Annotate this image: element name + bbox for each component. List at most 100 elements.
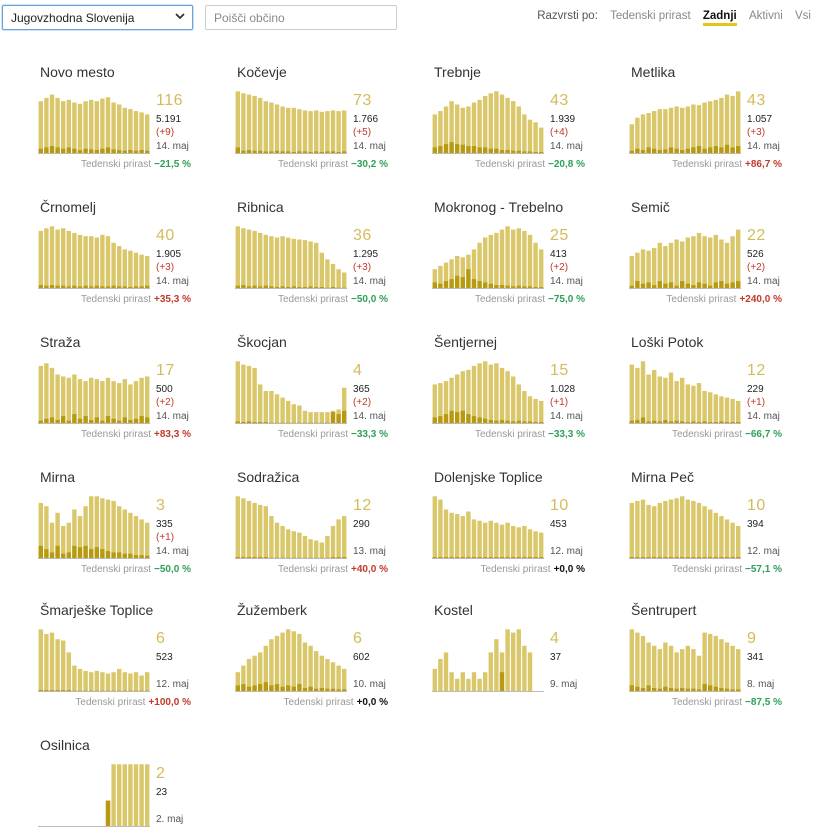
weekly-growth-value: −30,2 % — [351, 159, 388, 170]
municipality-card[interactable]: Ribnica 36 1.295 (+3) 14. maj Tedenski priras… — [235, 195, 395, 315]
sparkline-new-cases-bar — [61, 553, 66, 559]
sparkline-bar — [302, 240, 308, 289]
sparkline-bar — [505, 371, 510, 424]
weekly-growth-label: Tedenski prirast — [671, 564, 743, 575]
municipality-card[interactable]: Šmarješke Toplice 6 523 12. maj Tedenski pri… — [38, 598, 198, 718]
sparkline-bar — [477, 242, 482, 289]
sparkline-bar — [128, 250, 133, 289]
municipality-card[interactable]: Trebnje 43 1.939 (+4) 14. maj Tedenski priras… — [432, 60, 592, 180]
daily-delta: (+5) — [353, 127, 372, 138]
municipality-card[interactable]: Kostel 4 37 9. maj — [432, 598, 592, 718]
municipality-card[interactable]: Straža 17 500 (+2) 14. maj Tedenski prirast +8… — [38, 330, 198, 450]
sparkline-bar — [713, 512, 718, 559]
sparkline-bar — [66, 230, 71, 289]
sparkline-new-cases-bar — [246, 686, 252, 692]
sparkline-new-cases-bar — [274, 150, 280, 154]
sparkline-new-cases-bar — [471, 279, 477, 289]
weekly-growth-label: Tedenski prirast — [671, 697, 743, 708]
sparkline-new-cases-bar — [460, 277, 465, 289]
sparkline-bar — [432, 269, 437, 289]
sparkline-new-cases-bar — [443, 281, 449, 289]
sparkline-bar — [55, 639, 60, 692]
sparkline-bar — [111, 242, 116, 289]
weekly-growth: Tedenski prirast −33,3 % — [278, 429, 388, 440]
sort-option-all[interactable]: Vsi — [795, 10, 811, 22]
weekly-growth-label: Tedenski prirast — [277, 564, 349, 575]
municipality-card[interactable]: Žužemberk 6 602 10. maj Tedenski prirast +0,0… — [235, 598, 395, 718]
municipality-card[interactable]: Novo mesto 116 5.191 (+9) 14. maj Tedenski pr… — [38, 60, 198, 180]
daily-delta: (+1) — [747, 397, 766, 408]
daily-delta: (+2) — [550, 262, 569, 273]
sparkline-bar — [330, 110, 336, 154]
sparkline-new-cases-bar — [280, 686, 285, 692]
sparkline-new-cases-bar — [460, 144, 465, 154]
sparkline-new-cases-bar — [139, 416, 144, 424]
weekly-growth-value: −87,5 % — [745, 697, 782, 708]
sparkline-bar — [280, 397, 285, 424]
municipality-card[interactable]: Mirna Peč 10 394 12. maj Tedenski prirast −57… — [629, 465, 789, 585]
sparkline-bar — [105, 673, 111, 692]
municipality-card[interactable]: Črnomelj 40 1.905 (+3) 14. maj Tedenski prira… — [38, 195, 198, 315]
sparkline-chart — [432, 629, 544, 692]
sparkline-bar — [308, 241, 313, 289]
municipality-card[interactable]: Loški Potok 12 229 (+1) 14. maj Tedenski prir… — [629, 330, 789, 450]
sparkline-chart — [629, 629, 741, 692]
sparkline-new-cases-bar — [105, 147, 111, 154]
sparkline-bar — [83, 101, 88, 154]
sparkline-new-cases-bar — [235, 685, 240, 692]
sparkline-new-cases-bar — [342, 689, 347, 692]
weekly-growth-label: Tedenski prirast — [277, 429, 349, 440]
sparkline-new-cases-bar — [640, 283, 646, 289]
sparkline-bar — [449, 377, 454, 424]
sparkline-new-cases-bar — [691, 285, 696, 289]
sparkline-bar — [66, 99, 71, 154]
municipality-card[interactable]: Dolenjske Toplice 10 453 12. maj Tedenski pr… — [432, 465, 592, 585]
municipality-card[interactable]: Šentrupert 9 341 8. maj Tedenski prirast −87,… — [629, 598, 789, 718]
sparkline-bar — [505, 97, 510, 154]
sparkline-bar — [258, 232, 263, 289]
sparkline-bar — [274, 635, 280, 692]
sparkline-bar — [483, 237, 488, 289]
municipality-card[interactable]: Kočevje 73 1.766 (+5) 14. maj Tedenski priras… — [235, 60, 395, 180]
sparkline-new-cases-bar — [685, 148, 690, 154]
sparkline-new-cases-bar — [443, 414, 449, 424]
sparkline-new-cases-bar — [325, 151, 330, 154]
sparkline-new-cases-bar — [319, 688, 324, 692]
sparkline-bar — [77, 516, 83, 559]
weekly-growth: Tedenski prirast −50,0 % — [278, 294, 388, 305]
sparkline-new-cases-bar — [635, 281, 640, 289]
municipality-card[interactable]: Mirna 3 335 (+1) 14. maj Tedenski prirast −50,… — [38, 465, 198, 585]
municipality-card[interactable]: Semič 22 526 (+2) 14. maj Tedenski prirast +24… — [629, 195, 789, 315]
sparkline-bar — [61, 101, 66, 154]
municipality-card[interactable]: Osilnica 2 23 2. maj — [38, 733, 198, 838]
municipality-card[interactable]: Škocjan 4 365 (+2) 14. maj Tedenski prirast −3… — [235, 330, 395, 450]
sparkline-new-cases-bar — [94, 285, 99, 289]
sparkline-bar — [511, 376, 516, 424]
sparkline-bar — [258, 652, 263, 692]
sparkline-bar — [246, 229, 252, 289]
sparkline-new-cases-bar — [443, 144, 449, 154]
sparkline-bar — [72, 374, 77, 424]
sparkline-new-cases-bar — [269, 685, 274, 692]
sort-option-latest[interactable]: Zadnji — [702, 10, 737, 26]
municipality-card[interactable]: Metlika 43 1.057 (+3) 14. maj Tedenski priras… — [629, 60, 789, 180]
sparkline-bar — [302, 410, 308, 424]
sparkline-bar — [443, 381, 449, 424]
sort-option-weekly-growth[interactable]: Tedenski prirast — [610, 10, 691, 22]
sparkline-new-cases-bar — [235, 421, 240, 424]
sparkline-bar — [105, 377, 111, 424]
sparkline-bar — [691, 236, 696, 289]
sparkline-new-cases-bar — [263, 151, 268, 154]
sparkline-bar — [89, 236, 94, 289]
municipality-search-input[interactable] — [205, 5, 397, 30]
region-select[interactable]: Jugovzhodna Slovenija — [2, 5, 193, 30]
sparkline-bar — [336, 519, 341, 559]
sparkline-bar — [527, 234, 533, 289]
sparkline-bar — [477, 678, 482, 692]
sparkline-new-cases-bar — [674, 148, 679, 154]
municipality-card[interactable]: Mokronog - Trebelno 25 413 (+2) 14. maj Teden… — [432, 195, 592, 315]
sparkline-new-cases-bar — [691, 421, 696, 424]
sort-option-active[interactable]: Aktivni — [748, 10, 783, 22]
municipality-card[interactable]: Šentjernej 15 1.028 (+1) 14. maj Tedenski pri… — [432, 330, 592, 450]
municipality-card[interactable]: Sodražica 12 290 13. maj Tedenski prirast +40… — [235, 465, 395, 585]
